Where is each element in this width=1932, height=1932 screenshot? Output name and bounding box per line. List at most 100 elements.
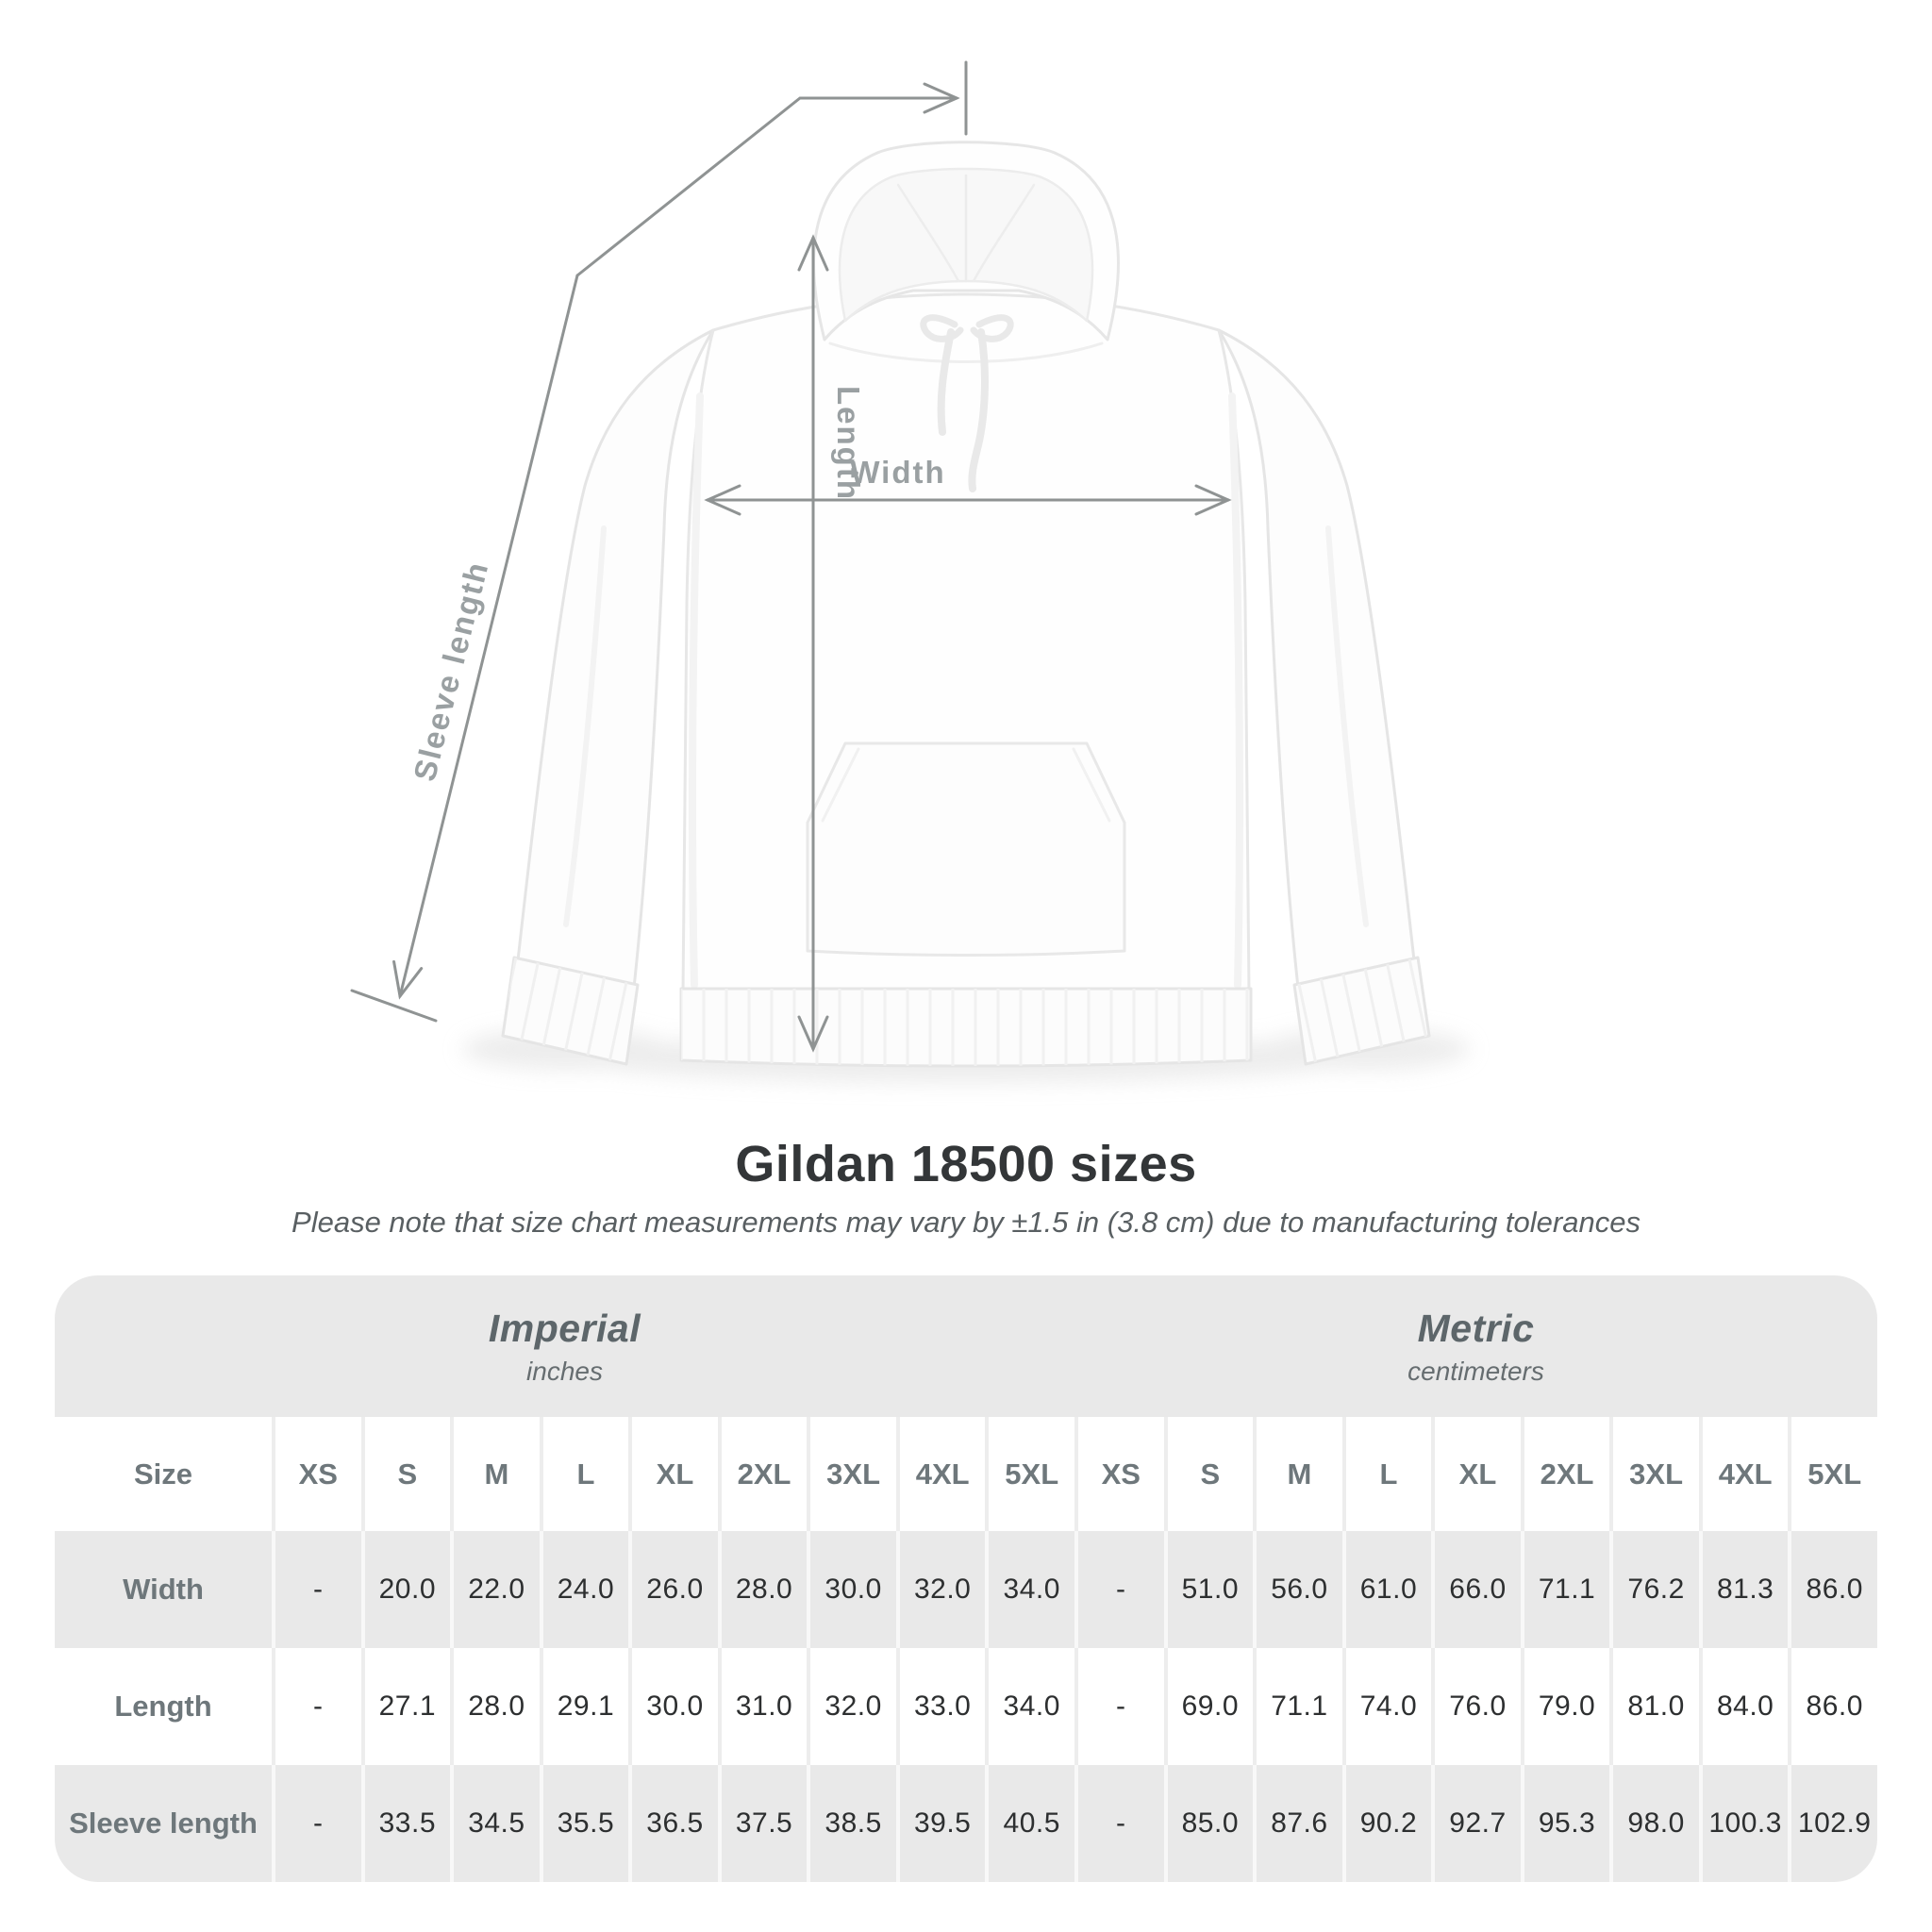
width-value: 86.0 <box>1788 1531 1877 1648</box>
length-value: 31.0 <box>717 1648 808 1765</box>
sleeve-length-value: 38.5 <box>807 1765 896 1882</box>
length-value: 74.0 <box>1341 1648 1432 1765</box>
length-value: 86.0 <box>1788 1648 1877 1765</box>
length-value: 71.1 <box>1253 1648 1342 1765</box>
width-value: 81.3 <box>1698 1531 1789 1648</box>
length-value: 76.0 <box>1431 1648 1521 1765</box>
size-column-header: M <box>1253 1417 1342 1531</box>
width-value: 56.0 <box>1253 1531 1342 1648</box>
hoodie-right-cuff <box>1292 956 1431 1066</box>
sleeve-length-value: 102.9 <box>1788 1765 1877 1882</box>
metric-group-header: Metric centimeters <box>1074 1275 1877 1417</box>
width-row-label: Width <box>123 1573 204 1606</box>
sleeve-length-value: 39.5 <box>895 1765 986 1882</box>
size-column-header: 2XL <box>1520 1417 1610 1531</box>
size-column-header: S <box>1163 1417 1254 1531</box>
width-value: 66.0 <box>1431 1531 1521 1648</box>
size-column-header: 4XL <box>1698 1417 1789 1531</box>
length-value: 81.0 <box>1609 1648 1699 1765</box>
length-row: Length -27.1 28.0 29.1 30.0 31.0 32.0 33.0 34.0… <box>55 1648 1877 1765</box>
sleeve-length-value: 92.7 <box>1431 1765 1521 1882</box>
width-label: Width <box>850 455 945 490</box>
size-header-row: Size XS S M L XL 2XL 3XL 4XL 5XL XS S M L XL 2XL 3XL 4XL… <box>55 1417 1877 1531</box>
size-column-header: 3XL <box>1609 1417 1699 1531</box>
hoodie-illustration <box>501 141 1431 1068</box>
unit-group-header-row: Imperial inches Metric centimeters <box>55 1275 1877 1417</box>
size-column-header: S <box>360 1417 451 1531</box>
length-value: 28.0 <box>450 1648 540 1765</box>
width-value: 76.2 <box>1609 1531 1699 1648</box>
sleeve-length-label: Sleeve length <box>407 558 495 785</box>
size-column-header: L <box>539 1417 629 1531</box>
width-value: - <box>1074 1531 1164 1648</box>
tolerance-note: Please note that size chart measurements… <box>291 1206 1641 1239</box>
sleeve-length-row: Sleeve length -33.5 34.5 35.5 36.5 37.5 38.5 3… <box>55 1765 1877 1882</box>
length-value: 27.1 <box>360 1648 451 1765</box>
sleeve-length-value: 95.3 <box>1520 1765 1610 1882</box>
hoodie-pocket <box>806 741 1126 957</box>
metric-label: Metric <box>1417 1306 1535 1350</box>
imperial-unit-label: inches <box>526 1356 603 1386</box>
length-value: 30.0 <box>628 1648 718 1765</box>
hoodie-drawstrings <box>920 314 1014 492</box>
sleeve-length-value: 98.0 <box>1609 1765 1699 1882</box>
width-value: 51.0 <box>1163 1531 1254 1648</box>
width-value: 26.0 <box>628 1531 718 1648</box>
width-value: 22.0 <box>450 1531 540 1648</box>
page-title: Gildan 18500 sizes <box>735 1136 1197 1192</box>
width-value: 34.0 <box>985 1531 1074 1648</box>
length-value: 79.0 <box>1520 1648 1610 1765</box>
width-value: 20.0 <box>360 1531 451 1648</box>
sleeve-length-value: 40.5 <box>985 1765 1074 1882</box>
size-column-header: 2XL <box>717 1417 808 1531</box>
length-value: 34.0 <box>985 1648 1074 1765</box>
sleeve-length-value: 34.5 <box>450 1765 540 1882</box>
hoodie-measurement-diagram: Length Width Sleeve length <box>350 60 1470 1083</box>
width-value: 28.0 <box>717 1531 808 1648</box>
width-row: Width -20.0 22.0 24.0 26.0 28.0 30.0 32.0 34.0-… <box>55 1531 1877 1648</box>
hoodie-hood <box>812 141 1120 341</box>
hoodie-hem-band <box>679 987 1253 1068</box>
sleeve-length-value: 35.5 <box>539 1765 629 1882</box>
length-row-label: Length <box>114 1690 212 1723</box>
size-column-header: 5XL <box>985 1417 1074 1531</box>
sleeve-length-value: 33.5 <box>360 1765 451 1882</box>
size-column-header: XS <box>1074 1417 1164 1531</box>
sleeve-length-value: 87.6 <box>1253 1765 1342 1882</box>
length-value: 32.0 <box>807 1648 896 1765</box>
imperial-group-header: Imperial inches <box>55 1275 1074 1417</box>
length-value: 69.0 <box>1163 1648 1254 1765</box>
width-value: 61.0 <box>1341 1531 1432 1648</box>
length-value: 33.0 <box>895 1648 986 1765</box>
width-value: - <box>272 1531 361 1648</box>
width-value: 71.1 <box>1520 1531 1610 1648</box>
sleeve-length-value: 100.3 <box>1698 1765 1789 1882</box>
size-column-header: M <box>450 1417 540 1531</box>
size-table: Imperial inches Metric centimeters Size … <box>55 1275 1877 1882</box>
sleeve-length-row-label: Sleeve length <box>69 1807 258 1840</box>
length-value: - <box>1074 1648 1164 1765</box>
sleeve-top-guide-line <box>575 82 960 277</box>
sleeve-dimension-line <box>392 274 579 1000</box>
length-value: 29.1 <box>539 1648 629 1765</box>
length-value: 84.0 <box>1698 1648 1789 1765</box>
measurement-overlay <box>350 60 1232 1053</box>
size-column-header: XL <box>628 1417 718 1531</box>
length-value: - <box>272 1648 361 1765</box>
sleeve-length-value: 90.2 <box>1341 1765 1432 1882</box>
size-column-header: L <box>1341 1417 1432 1531</box>
width-value: 32.0 <box>895 1531 986 1648</box>
width-value: 30.0 <box>807 1531 896 1648</box>
size-column-header: 5XL <box>1788 1417 1877 1531</box>
size-column-header: 4XL <box>895 1417 986 1531</box>
width-value: 24.0 <box>539 1531 629 1648</box>
hoodie-left-cuff <box>501 956 640 1066</box>
metric-unit-label: centimeters <box>1407 1356 1544 1386</box>
sleeve-length-value: - <box>272 1765 361 1882</box>
sleeve-length-value: - <box>1074 1765 1164 1882</box>
size-column-header: 3XL <box>807 1417 896 1531</box>
imperial-label: Imperial <box>488 1306 641 1350</box>
sleeve-length-value: 85.0 <box>1163 1765 1254 1882</box>
sleeve-length-value: 36.5 <box>628 1765 718 1882</box>
